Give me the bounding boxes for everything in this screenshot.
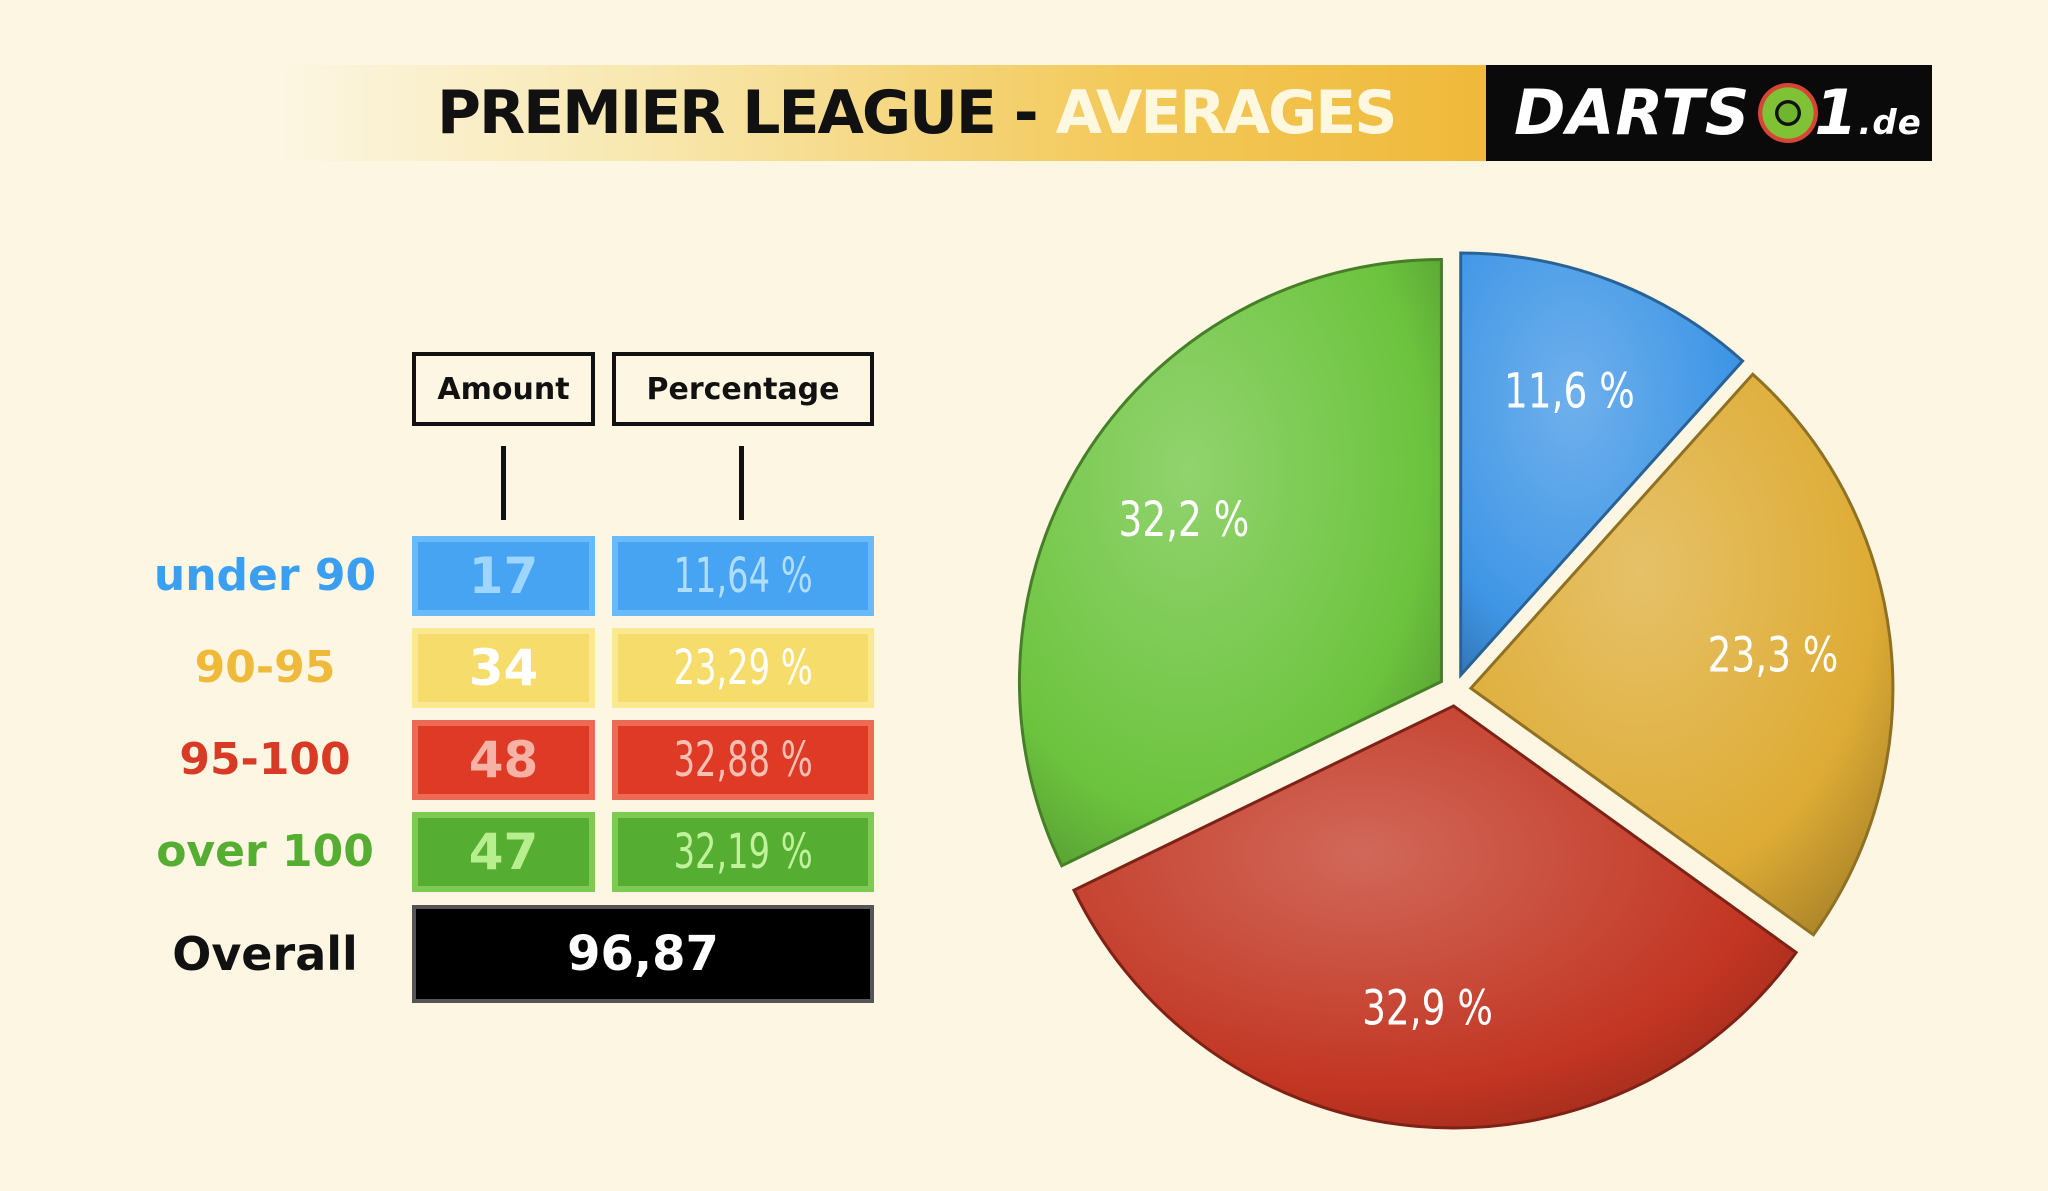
percentage-cell-95-100: 32,88 % (612, 720, 874, 800)
dartboard-icon (1758, 83, 1818, 143)
brand-logo: DARTS 1.de (1486, 65, 1932, 161)
pie-slice-label: 32,2 % (1119, 493, 1250, 549)
percentage-connector (739, 446, 744, 520)
row-label-over-100: over 100 (156, 826, 374, 877)
amount-header: Amount (412, 352, 595, 426)
amount-cell-90-95: 34 (412, 628, 595, 708)
row-label-90-95: 90-95 (194, 642, 336, 693)
percentage-value-over-100: 32,19 % (673, 824, 813, 880)
title-main: PREMIER LEAGUE (437, 78, 997, 148)
percentage-value-under-90: 11,64 % (673, 548, 813, 604)
pie-slice-label: 23,3 % (1708, 628, 1839, 684)
pie-slice (1468, 372, 1895, 937)
title-separator: - (994, 78, 1056, 148)
title-banner (274, 65, 1486, 161)
page-title: PREMIER LEAGUE - AVERAGES (437, 72, 1398, 154)
amount-connector (501, 446, 506, 520)
overall-label: Overall (172, 927, 358, 981)
row-label-95-100: 95-100 (179, 734, 351, 785)
amount-cell-95-100: 48 (412, 720, 595, 800)
overall-value: 96,87 (412, 905, 874, 1003)
amount-cell-under-90: 17 (412, 536, 595, 616)
row-label-under-90: under 90 (153, 550, 377, 601)
title-accent: AVERAGES (1055, 78, 1398, 148)
percentage-header: Percentage (612, 352, 874, 426)
pie-slice (1459, 251, 1745, 679)
logo-number: 1 (1814, 76, 1859, 149)
pie-slice (1017, 258, 1443, 868)
amount-cell-over-100: 47 (412, 812, 595, 892)
pie-slice-label: 11,6 % (1504, 364, 1635, 420)
logo-text: DARTS 1.de (1514, 73, 1922, 163)
pie-slice (1071, 704, 1799, 1130)
logo-tld: .de (1858, 103, 1922, 143)
percentage-cell-over-100: 32,19 % (612, 812, 874, 892)
logo-word: DARTS (1514, 76, 1751, 149)
percentage-cell-90-95: 23,29 % (612, 628, 874, 708)
percentage-value-90-95: 23,29 % (673, 640, 813, 696)
percentage-cell-under-90: 11,64 % (612, 536, 874, 616)
pie-slice-label: 32,9 % (1362, 981, 1493, 1037)
percentage-value-95-100: 32,88 % (673, 732, 813, 788)
